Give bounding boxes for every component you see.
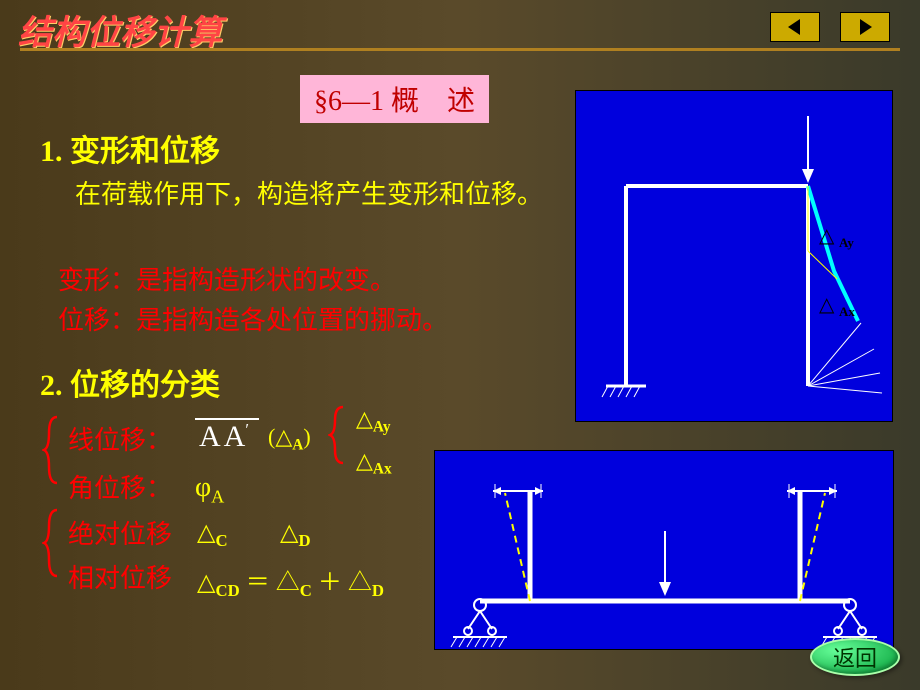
label-line-disp: 线位移：	[68, 420, 172, 457]
triangle-left-icon	[785, 17, 805, 37]
label-angle-disp: 角位移：	[68, 468, 172, 505]
symbol-delta-d: △D	[280, 518, 311, 551]
figure-svg	[435, 451, 895, 651]
paragraph-deform: 变形：是指构造形状的改变。	[58, 260, 396, 297]
equation-cd: △CD ＝ △C ＋ △D	[197, 562, 437, 601]
figure-svg: △ Ay △ Ax	[576, 91, 894, 423]
text: )	[303, 424, 310, 449]
svg-text:△: △	[819, 294, 835, 316]
text: △	[356, 406, 373, 431]
label-abs-disp: 绝对位移	[68, 514, 172, 551]
symbol-delta-a: (△A)	[268, 424, 311, 454]
nav-bar	[770, 12, 890, 42]
slide-title: 结构位移计算	[18, 5, 222, 54]
text: (△	[268, 424, 292, 449]
text: △	[197, 520, 215, 546]
next-button[interactable]	[840, 12, 890, 42]
heading-1: 1. 变形和位移	[40, 126, 220, 170]
text: C	[300, 581, 312, 600]
brace-icon	[328, 405, 348, 465]
symbol-delta-ax: △Ax	[356, 448, 392, 478]
prev-button[interactable]	[770, 12, 820, 42]
text: Ax	[373, 460, 392, 477]
svg-text:Ay: Ay	[839, 235, 854, 250]
triangle-right-icon	[855, 17, 875, 37]
text: CD	[215, 581, 239, 600]
text: △	[356, 448, 373, 473]
section-badge: §6—1 概 述	[300, 75, 489, 123]
text: ＋	[318, 570, 342, 596]
symbol-delta-c: △C	[197, 518, 228, 551]
brace-icon	[42, 508, 62, 578]
text: ＝	[246, 570, 270, 596]
figure-beam-symmetric	[434, 450, 894, 650]
text: D	[372, 581, 384, 600]
heading-2: 2. 位移的分类	[40, 360, 220, 404]
text: △	[348, 570, 372, 596]
text: △	[276, 570, 300, 596]
text: C	[215, 531, 227, 550]
label-rel-disp: 相对位移	[68, 558, 172, 595]
text: A	[211, 487, 224, 507]
symbol-prime: ′	[245, 420, 252, 439]
text: φ	[195, 472, 211, 503]
text: A	[292, 436, 303, 453]
divider	[20, 48, 900, 51]
text: Ay	[373, 418, 391, 435]
text: △	[280, 520, 298, 546]
symbol-aa: AA	[199, 420, 248, 453]
paragraph-disp: 位移：是指构造各处位置的挪动。	[58, 300, 448, 337]
text: △	[197, 570, 215, 596]
paragraph-intro: 在荷载作用下，构造将产生变形和位移。	[75, 175, 545, 214]
symbol-aa-bar: AA′	[195, 418, 259, 454]
svg-text:Ax: Ax	[839, 304, 855, 319]
text: D	[298, 531, 310, 550]
return-button[interactable]: 返回	[810, 638, 900, 676]
symbol-delta-ay: △Ay	[356, 406, 391, 436]
figure-frame-deflection: △ Ay △ Ax	[575, 90, 893, 422]
symbol-phi-a: φA	[195, 472, 224, 508]
svg-text:△: △	[819, 225, 835, 247]
brace-icon	[42, 415, 62, 485]
